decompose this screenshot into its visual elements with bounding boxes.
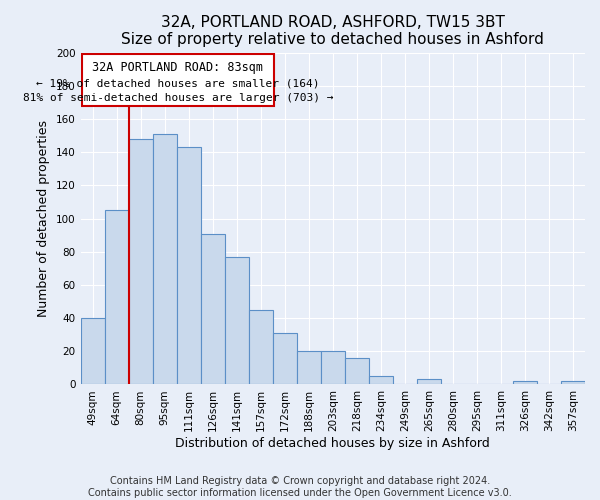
Bar [417, 380, 441, 384]
Bar [128, 139, 152, 384]
Bar [321, 352, 345, 384]
Bar [224, 256, 249, 384]
Text: ← 19% of detached houses are smaller (164): ← 19% of detached houses are smaller (16… [36, 78, 320, 88]
Bar [345, 358, 369, 384]
FancyBboxPatch shape [82, 54, 274, 106]
Bar [104, 210, 128, 384]
Text: Contains HM Land Registry data © Crown copyright and database right 2024.
Contai: Contains HM Land Registry data © Crown c… [88, 476, 512, 498]
Bar [176, 148, 200, 384]
Title: 32A, PORTLAND ROAD, ASHFORD, TW15 3BT
Size of property relative to detached hous: 32A, PORTLAND ROAD, ASHFORD, TW15 3BT Si… [121, 15, 544, 48]
X-axis label: Distribution of detached houses by size in Ashford: Distribution of detached houses by size … [175, 437, 490, 450]
Text: 81% of semi-detached houses are larger (703) →: 81% of semi-detached houses are larger (… [23, 94, 333, 104]
Bar [561, 381, 585, 384]
Bar [273, 333, 297, 384]
Bar [369, 376, 393, 384]
Bar [249, 310, 273, 384]
Bar [513, 381, 537, 384]
Text: 32A PORTLAND ROAD: 83sqm: 32A PORTLAND ROAD: 83sqm [92, 61, 263, 74]
Bar [200, 234, 224, 384]
Bar [80, 318, 104, 384]
Bar [297, 352, 321, 384]
Bar [152, 134, 176, 384]
Y-axis label: Number of detached properties: Number of detached properties [37, 120, 50, 317]
